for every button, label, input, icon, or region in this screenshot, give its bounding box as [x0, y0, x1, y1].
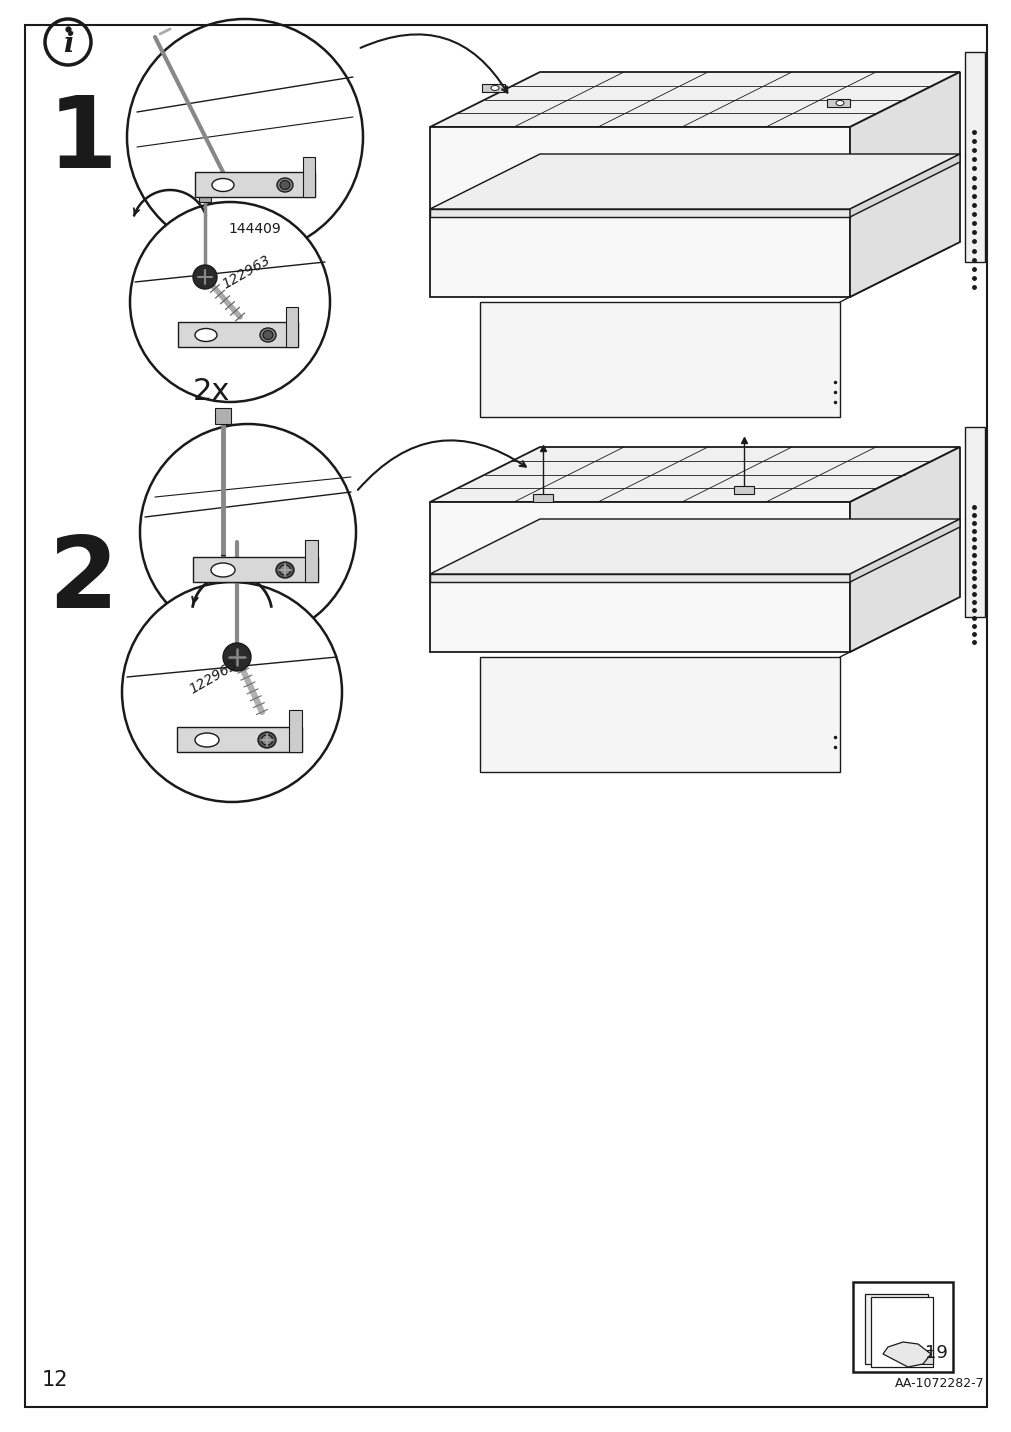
Circle shape: [193, 265, 216, 289]
Bar: [852, 1282, 952, 1372]
Polygon shape: [479, 302, 839, 417]
Ellipse shape: [279, 566, 290, 576]
Polygon shape: [214, 408, 231, 424]
Polygon shape: [533, 494, 553, 501]
Polygon shape: [430, 447, 959, 503]
Polygon shape: [430, 518, 959, 574]
Text: 19: 19: [924, 1345, 947, 1362]
Ellipse shape: [211, 179, 234, 192]
Polygon shape: [964, 427, 984, 617]
Ellipse shape: [835, 100, 843, 106]
Polygon shape: [849, 155, 959, 218]
Polygon shape: [479, 657, 839, 772]
Ellipse shape: [263, 331, 273, 339]
Circle shape: [126, 19, 363, 255]
Polygon shape: [849, 72, 959, 296]
Polygon shape: [849, 518, 959, 581]
Ellipse shape: [277, 178, 293, 192]
Polygon shape: [430, 72, 959, 127]
Ellipse shape: [490, 86, 498, 90]
Polygon shape: [849, 447, 959, 652]
Polygon shape: [302, 158, 314, 198]
Polygon shape: [883, 1342, 930, 1368]
Polygon shape: [430, 127, 849, 296]
Polygon shape: [193, 557, 317, 581]
Polygon shape: [826, 99, 849, 107]
Circle shape: [44, 19, 91, 64]
Ellipse shape: [280, 180, 290, 189]
Polygon shape: [430, 209, 849, 218]
Polygon shape: [178, 322, 297, 347]
Polygon shape: [964, 52, 984, 262]
Polygon shape: [430, 574, 849, 581]
Polygon shape: [864, 1295, 927, 1365]
Text: 12: 12: [42, 1370, 69, 1390]
Polygon shape: [304, 540, 317, 581]
Ellipse shape: [260, 328, 276, 342]
Polygon shape: [733, 487, 753, 494]
Ellipse shape: [195, 733, 218, 748]
Polygon shape: [481, 84, 504, 92]
Polygon shape: [199, 192, 210, 202]
Polygon shape: [289, 710, 301, 752]
Text: 1: 1: [48, 92, 117, 189]
Text: i: i: [63, 30, 73, 57]
Text: 144409: 144409: [228, 222, 281, 236]
Text: 122963: 122963: [219, 253, 273, 292]
Ellipse shape: [261, 735, 272, 745]
Text: 2: 2: [48, 533, 117, 629]
Polygon shape: [920, 1350, 932, 1365]
Ellipse shape: [258, 732, 276, 748]
Text: 122963: 122963: [187, 659, 240, 697]
Circle shape: [222, 643, 251, 672]
Text: 2x: 2x: [193, 377, 231, 407]
Polygon shape: [177, 727, 301, 752]
Ellipse shape: [195, 328, 216, 341]
Ellipse shape: [210, 563, 235, 577]
Polygon shape: [286, 306, 297, 347]
Polygon shape: [430, 155, 959, 209]
Text: AA-1072282-7: AA-1072282-7: [895, 1378, 984, 1390]
Ellipse shape: [276, 561, 294, 579]
Circle shape: [129, 202, 330, 402]
Polygon shape: [195, 172, 314, 198]
Polygon shape: [430, 503, 849, 652]
Polygon shape: [870, 1297, 932, 1368]
Circle shape: [140, 424, 356, 640]
Circle shape: [122, 581, 342, 802]
